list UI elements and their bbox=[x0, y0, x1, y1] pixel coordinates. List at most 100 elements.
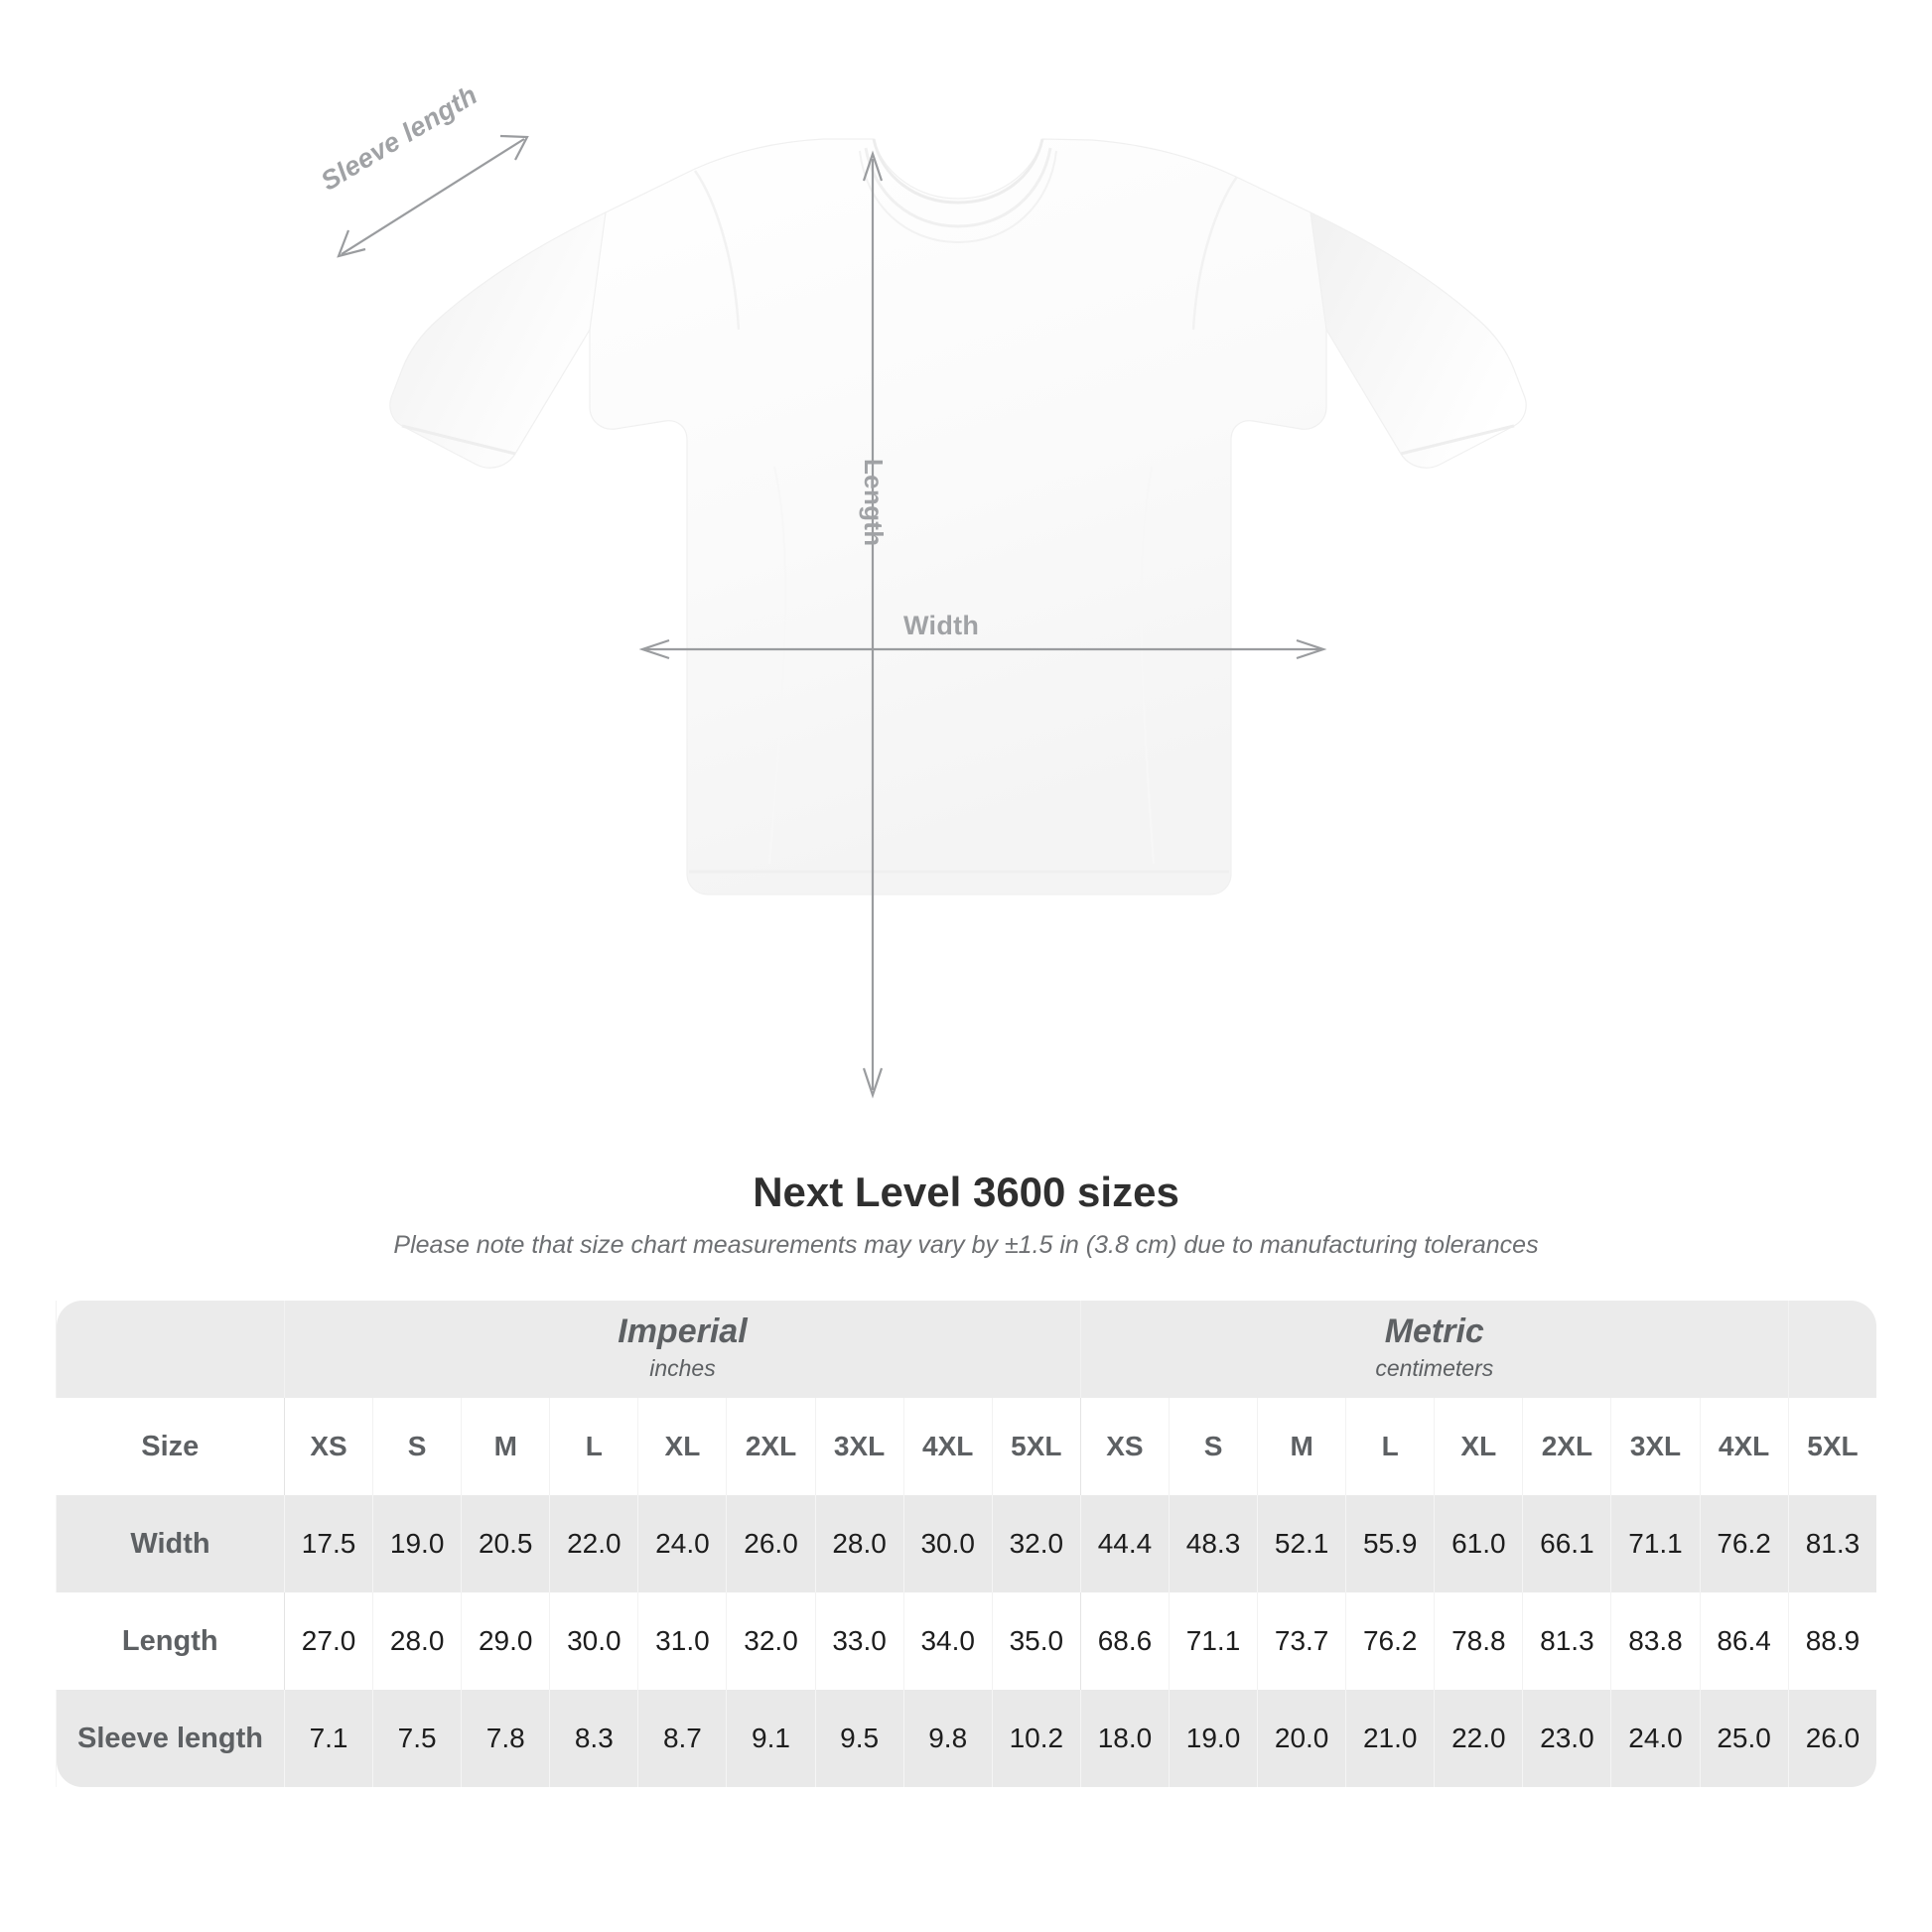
sleeve-metric-2xl: 23.0 bbox=[1522, 1690, 1611, 1787]
width-imperial-5xl: 32.0 bbox=[991, 1495, 1081, 1592]
unit-header-spacer bbox=[56, 1301, 285, 1398]
width-arrow-head-right bbox=[1296, 638, 1327, 660]
length-imperial-3xl: 33.0 bbox=[814, 1592, 904, 1690]
length-metric-l: 76.2 bbox=[1345, 1592, 1435, 1690]
metric-subtitle: centimeters bbox=[1375, 1355, 1494, 1382]
sleeve-arrow-head-low bbox=[337, 229, 366, 258]
sleeve-imperial-3xl: 9.5 bbox=[814, 1690, 904, 1787]
unit-header-edge bbox=[1787, 1301, 1877, 1398]
metric-unit-header: Metric centimeters bbox=[1079, 1301, 1789, 1398]
length-arrow-head-bottom bbox=[862, 1067, 884, 1099]
size-header-imperial-3xl: 3XL bbox=[814, 1398, 904, 1495]
sleeve-imperial-s: 7.5 bbox=[372, 1690, 462, 1787]
length-metric-5xl: 88.9 bbox=[1787, 1592, 1877, 1690]
tshirt-silhouette bbox=[389, 138, 1527, 896]
size-header-metric-xl: XL bbox=[1434, 1398, 1523, 1495]
length-dimension-label: Length bbox=[859, 459, 889, 547]
sleeve-metric-xs: 18.0 bbox=[1079, 1690, 1170, 1787]
length-metric-xl: 78.8 bbox=[1434, 1592, 1523, 1690]
width-metric-m: 52.1 bbox=[1257, 1495, 1346, 1592]
size-header-metric-l: L bbox=[1345, 1398, 1435, 1495]
row-label-sleeve-length: Sleeve length bbox=[56, 1690, 285, 1787]
sleeve-imperial-l: 8.3 bbox=[549, 1690, 638, 1787]
metric-title: Metric bbox=[1384, 1312, 1484, 1351]
length-metric-2xl: 81.3 bbox=[1522, 1592, 1611, 1690]
tolerance-note: Please note that size chart measurements… bbox=[393, 1231, 1539, 1259]
width-metric-2xl: 66.1 bbox=[1522, 1495, 1611, 1592]
width-imperial-s: 19.0 bbox=[372, 1495, 462, 1592]
sleeve-imperial-4xl: 9.8 bbox=[902, 1690, 993, 1787]
imperial-unit-header: Imperial inches bbox=[284, 1301, 1081, 1398]
sleeve-metric-xl: 22.0 bbox=[1434, 1690, 1523, 1787]
width-metric-3xl: 71.1 bbox=[1610, 1495, 1701, 1592]
length-metric-xs: 68.6 bbox=[1079, 1592, 1170, 1690]
sleeve-imperial-m: 7.8 bbox=[461, 1690, 550, 1787]
size-header-metric-m: M bbox=[1257, 1398, 1346, 1495]
sleeve-arrow-line bbox=[341, 138, 525, 255]
sleeve-metric-s: 19.0 bbox=[1168, 1690, 1258, 1787]
sleeve-imperial-2xl: 9.1 bbox=[726, 1690, 816, 1787]
sleeve-metric-l: 21.0 bbox=[1345, 1690, 1435, 1787]
size-table-container: Imperial inches Metric centimeters Size … bbox=[56, 1301, 1877, 1787]
size-header-metric-s: S bbox=[1168, 1398, 1258, 1495]
row-label-width: Width bbox=[56, 1495, 285, 1592]
width-metric-xl: 61.0 bbox=[1434, 1495, 1523, 1592]
size-row-label: Size bbox=[56, 1398, 285, 1495]
width-imperial-l: 22.0 bbox=[549, 1495, 638, 1592]
size-header-metric-4xl: 4XL bbox=[1699, 1398, 1789, 1495]
table-row-width: Width 17.5 19.0 20.5 22.0 24.0 26.0 28.0… bbox=[56, 1495, 1877, 1592]
size-header-imperial-4xl: 4XL bbox=[902, 1398, 993, 1495]
length-imperial-4xl: 34.0 bbox=[902, 1592, 993, 1690]
width-metric-s: 48.3 bbox=[1168, 1495, 1258, 1592]
length-metric-m: 73.7 bbox=[1257, 1592, 1346, 1690]
width-arrow-head-left bbox=[638, 638, 670, 660]
size-header-metric-2xl: 2XL bbox=[1522, 1398, 1611, 1495]
width-imperial-4xl: 30.0 bbox=[902, 1495, 993, 1592]
width-imperial-3xl: 28.0 bbox=[814, 1495, 904, 1592]
imperial-title: Imperial bbox=[618, 1312, 748, 1351]
width-metric-4xl: 76.2 bbox=[1699, 1495, 1789, 1592]
length-imperial-m: 29.0 bbox=[461, 1592, 550, 1690]
length-imperial-xs: 27.0 bbox=[283, 1592, 373, 1690]
size-header-imperial-m: M bbox=[461, 1398, 550, 1495]
page-title: Next Level 3600 sizes bbox=[753, 1169, 1179, 1215]
width-dimension-label: Width bbox=[903, 611, 980, 640]
sleeve-metric-m: 20.0 bbox=[1257, 1690, 1346, 1787]
size-header-metric-3xl: 3XL bbox=[1610, 1398, 1701, 1495]
length-metric-3xl: 83.8 bbox=[1610, 1592, 1701, 1690]
size-header-imperial-5xl: 5XL bbox=[991, 1398, 1081, 1495]
table-row-sleeve-length: Sleeve length 7.1 7.5 7.8 8.3 8.7 9.1 9.… bbox=[56, 1690, 1877, 1787]
size-header-imperial-xl: XL bbox=[637, 1398, 727, 1495]
length-imperial-l: 30.0 bbox=[549, 1592, 638, 1690]
length-metric-s: 71.1 bbox=[1168, 1592, 1258, 1690]
length-imperial-s: 28.0 bbox=[372, 1592, 462, 1690]
width-metric-5xl: 81.3 bbox=[1787, 1495, 1877, 1592]
size-header-imperial-s: S bbox=[372, 1398, 462, 1495]
sleeve-imperial-5xl: 10.2 bbox=[991, 1690, 1081, 1787]
row-label-length: Length bbox=[56, 1592, 285, 1690]
width-imperial-m: 20.5 bbox=[461, 1495, 550, 1592]
width-imperial-xl: 24.0 bbox=[637, 1495, 727, 1592]
width-imperial-2xl: 26.0 bbox=[726, 1495, 816, 1592]
length-metric-4xl: 86.4 bbox=[1699, 1592, 1789, 1690]
table-row-length: Length 27.0 28.0 29.0 30.0 31.0 32.0 33.… bbox=[56, 1592, 1877, 1690]
sleeve-metric-5xl: 26.0 bbox=[1787, 1690, 1877, 1787]
sleeve-imperial-xs: 7.1 bbox=[283, 1690, 373, 1787]
size-header-imperial-l: L bbox=[549, 1398, 638, 1495]
length-imperial-2xl: 32.0 bbox=[726, 1592, 816, 1690]
size-header-metric-5xl: 5XL bbox=[1787, 1398, 1877, 1495]
measurement-lines bbox=[337, 134, 1327, 1099]
length-arrow-head-top bbox=[862, 150, 884, 182]
unit-system-header-row: Imperial inches Metric centimeters bbox=[56, 1301, 1877, 1398]
width-imperial-xs: 17.5 bbox=[283, 1495, 373, 1592]
sleeve-imperial-xl: 8.7 bbox=[637, 1690, 727, 1787]
sleeve-arrow-head-high bbox=[499, 134, 529, 161]
width-metric-xs: 44.4 bbox=[1079, 1495, 1170, 1592]
tshirt-diagram bbox=[337, 134, 1527, 1099]
size-header-imperial-xs: XS bbox=[283, 1398, 373, 1495]
sleeve-metric-4xl: 25.0 bbox=[1699, 1690, 1789, 1787]
width-metric-l: 55.9 bbox=[1345, 1495, 1435, 1592]
size-chart-table: Imperial inches Metric centimeters Size … bbox=[56, 1301, 1877, 1787]
garment-illustration: Sleeve length Length Width bbox=[316, 79, 1527, 1099]
